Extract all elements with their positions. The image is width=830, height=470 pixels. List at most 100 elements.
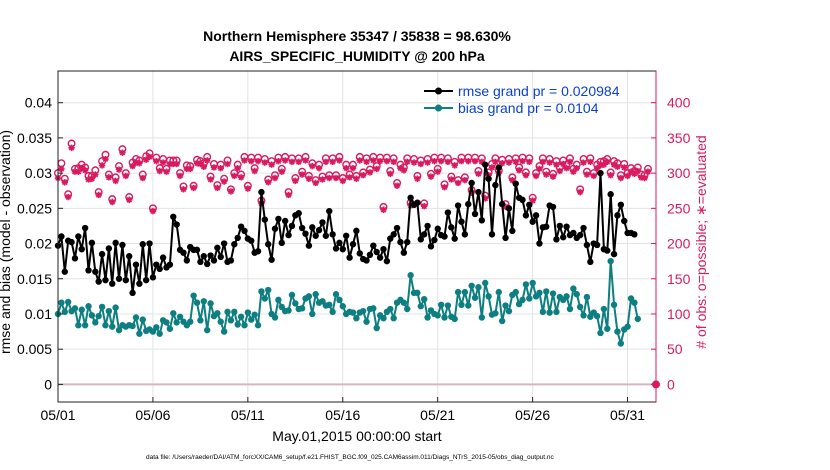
obs-evaluated-point <box>180 186 187 193</box>
rmse-point <box>278 239 285 247</box>
rmse-point <box>295 210 302 217</box>
obs-evaluated-point <box>444 158 452 166</box>
obs-evaluated-point <box>397 164 404 172</box>
obs-evaluated-point <box>465 157 472 165</box>
obs-evaluated-point <box>570 168 577 175</box>
bias-point <box>102 322 109 329</box>
obs-evaluated-point <box>553 161 560 168</box>
obs-evaluated-point <box>437 157 445 165</box>
obs-evaluated-point <box>190 184 197 192</box>
obs-evaluated-point <box>614 163 621 170</box>
rmse-point <box>61 268 68 275</box>
bias-point <box>604 325 611 332</box>
bias-point <box>78 306 85 313</box>
bias-point <box>92 319 99 326</box>
rmse-point <box>383 257 391 265</box>
obs-evaluated-point <box>353 175 360 182</box>
rmse-point <box>543 223 550 230</box>
rmse-point <box>136 280 143 287</box>
obs-evaluated-point <box>573 164 580 172</box>
rmse-point <box>180 249 187 256</box>
rmse-point <box>512 180 519 187</box>
bias-point <box>600 305 608 313</box>
bias-point <box>634 315 641 323</box>
obs-evaluated-point <box>305 175 313 182</box>
rmse-point <box>281 217 289 225</box>
rmse-point <box>170 213 177 220</box>
rmse-point <box>102 276 109 284</box>
bias-point <box>176 313 184 320</box>
bias-point <box>566 305 574 313</box>
bias-point <box>312 291 319 298</box>
rmse-point <box>78 245 85 253</box>
bias-point <box>305 293 313 300</box>
obs-evaluated-point <box>383 157 391 165</box>
rmse-point <box>366 251 374 259</box>
bias-point <box>105 307 113 315</box>
obs-evaluated-point <box>448 176 455 183</box>
y-tick-label-3: 0.015 <box>17 271 52 287</box>
rmse-point <box>92 268 99 275</box>
rmse-point <box>559 234 567 241</box>
rmse-point <box>370 242 377 249</box>
axes-layer <box>57 70 657 403</box>
rmse-point <box>312 232 319 239</box>
rmse-point <box>275 215 282 223</box>
rmse-point <box>115 275 123 282</box>
bias-point <box>153 324 160 331</box>
rmse-point <box>298 224 306 232</box>
bias-point <box>129 322 136 330</box>
rmse-point <box>621 217 628 225</box>
rmse-point <box>485 175 492 182</box>
bias-point <box>359 307 367 315</box>
bias-point <box>309 310 316 318</box>
bias-point <box>417 303 424 310</box>
bias-point <box>631 299 638 306</box>
obs-evaluated-point <box>105 174 113 181</box>
rmse-point <box>126 253 133 260</box>
series-rmse <box>54 161 638 297</box>
rmse-point <box>556 222 564 230</box>
rmse-point <box>607 191 614 198</box>
bias-point <box>88 312 96 319</box>
y-tick-label-8: 0.04 <box>25 95 52 111</box>
rmse-point <box>397 238 404 246</box>
bias-point <box>573 291 580 298</box>
x-tick-label-1: 05/06 <box>135 407 170 423</box>
obs-evaluated-point <box>298 171 306 178</box>
rmse-point <box>68 238 75 246</box>
obs-evaluated-point <box>241 157 248 164</box>
obs-evaluated-point <box>268 161 275 168</box>
bias-point <box>170 310 177 317</box>
rmse-point <box>302 230 309 237</box>
rmse-point <box>478 217 486 224</box>
bias-point <box>187 318 194 325</box>
obs-evaluated-point <box>292 177 299 185</box>
bias-point <box>244 309 252 316</box>
obs-evaluated-point <box>505 159 513 166</box>
rmse-point <box>166 261 174 268</box>
rmse-point <box>610 250 618 258</box>
bias-point <box>336 296 343 304</box>
obs-evaluated-point <box>604 158 611 166</box>
x-tick-label-3: 05/16 <box>325 407 360 423</box>
obs-evaluated-point <box>458 157 465 165</box>
y2-tick-label-0: 0 <box>667 376 675 392</box>
bias-point <box>539 308 547 316</box>
bias-point <box>437 301 445 309</box>
bias-point <box>349 309 357 316</box>
bias-point <box>156 330 163 337</box>
obs-evaluated-point <box>312 179 319 187</box>
bias-point <box>112 304 119 311</box>
bias-point <box>109 323 116 330</box>
rmse-point <box>248 237 255 244</box>
obs-evaluated-point <box>621 164 628 171</box>
rmse-point <box>356 250 363 257</box>
obs-evaluated-point <box>163 168 170 175</box>
bias-point <box>166 325 174 332</box>
y2-tick-label-7: 350 <box>667 130 691 146</box>
rmse-point <box>451 235 458 242</box>
obs-evaluated-point <box>64 193 72 201</box>
obs-evaluated-point <box>502 203 509 211</box>
bias-point <box>329 308 336 316</box>
